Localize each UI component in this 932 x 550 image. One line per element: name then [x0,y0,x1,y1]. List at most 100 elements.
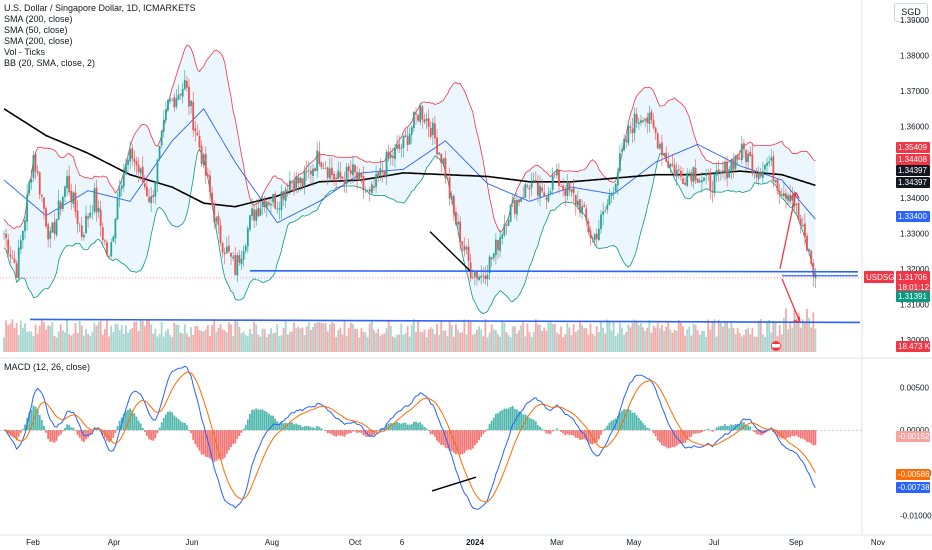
candle-body [511,199,514,204]
macd-histogram-bar [413,421,415,431]
macd-histogram-bar [513,408,516,431]
candle-body [286,190,289,192]
price-tag-bg [896,142,930,153]
volume-bar [47,325,50,352]
arrow-up-line [779,192,797,269]
legend-sma200[interactable]: SMA (200, close) [4,14,73,24]
volume-bar [516,333,518,352]
volume-bar [793,309,796,352]
legend-volume[interactable]: Vol - Ticks [4,47,46,57]
candle-body [394,147,396,160]
candle-body [400,147,403,149]
macd-histogram-bar [64,427,66,431]
volume-bar [139,319,142,352]
candle-body [194,128,197,132]
volume-bar [501,321,504,352]
candle-body [164,109,167,121]
volume-bar [72,333,75,352]
macd-histogram-bar [738,424,741,431]
volume-bar [703,330,705,352]
legend-bollinger[interactable]: BB (20, SMA, close, 2) [4,58,96,68]
candle-body [307,169,310,171]
candle-body [101,227,104,241]
candle-body [713,173,716,193]
candle-body [49,231,52,239]
candle-body [698,180,701,183]
legend-sma200-second[interactable]: SMA (200, close) [4,36,73,46]
candle-body [272,193,274,203]
volume-bar [686,329,689,352]
candle-body [736,154,739,160]
macd-histogram-bar [705,429,708,431]
macd-histogram-bar [156,430,159,434]
macd-histogram-bar [658,430,661,443]
volume-bar [650,332,653,352]
currency-button[interactable]: SGD [894,3,928,22]
volume-bar [143,326,146,352]
volume-bar [759,319,762,352]
candle-body [629,126,632,128]
candle-body [782,193,785,197]
volume-bar [658,328,661,352]
price-tag-bg [896,341,930,352]
candle-body [665,152,668,162]
macd-histogram-bar [177,419,180,431]
macd-histogram-bar [726,425,729,431]
volume-bar [452,336,455,352]
volume-bar [22,328,24,352]
legend-sma50[interactable]: SMA (50, close) [4,25,68,35]
candle-body [679,170,682,177]
macd-histogram-bar [562,430,565,434]
candle-body [213,203,216,222]
candle-body [30,179,33,183]
macd-histogram-bar [532,419,535,431]
macd-histogram-bar [661,430,663,446]
macd-tag-text: -0.00152 [898,432,930,441]
macd-histogram-bar [326,430,329,434]
candle-body [591,238,594,240]
candle-body [211,192,214,205]
candle-body [347,166,350,172]
volume-bar [402,334,405,352]
candle-body [24,220,26,232]
macd-histogram-bar [358,430,361,433]
volume-bar [202,331,205,352]
macd-histogram-bar [192,430,195,440]
volume-bar [34,324,37,352]
volume-bar [522,322,525,352]
candle-body [188,86,190,107]
macd-histogram-bar [78,430,81,438]
volume-bar [188,336,190,352]
candle-body [587,221,590,233]
volume-bar [461,332,464,352]
last-price-tag-bg [896,271,930,293]
macd-histogram-bar [396,422,398,431]
macd-histogram-bar [110,430,113,441]
volume-bar [709,329,712,352]
candle-body [631,128,634,134]
volume-bar [127,332,129,352]
candle-body [751,154,754,174]
candle-body [267,202,270,205]
volume-bar [114,323,117,352]
macd-histogram-bar [507,408,510,431]
candle-body [663,153,665,156]
volume-bar [654,327,657,352]
volume-bar [217,327,220,352]
macd-histogram-bar [415,421,417,431]
volume-bar [387,320,390,352]
volume-bar [780,334,783,352]
macd-histogram-bar [30,409,33,431]
price-tag-text: 1.34408 [898,155,927,164]
candle-body [230,252,232,257]
candle-body [70,190,73,203]
macd-histogram-bar [610,420,613,431]
macd-histogram-bar [7,430,10,434]
candle-body [177,94,180,100]
volume-bar [339,327,342,352]
macd-histogram-bar [719,425,722,431]
volume-bar [785,308,787,352]
macd-histogram-bar [619,412,621,431]
candle-body [173,97,176,108]
